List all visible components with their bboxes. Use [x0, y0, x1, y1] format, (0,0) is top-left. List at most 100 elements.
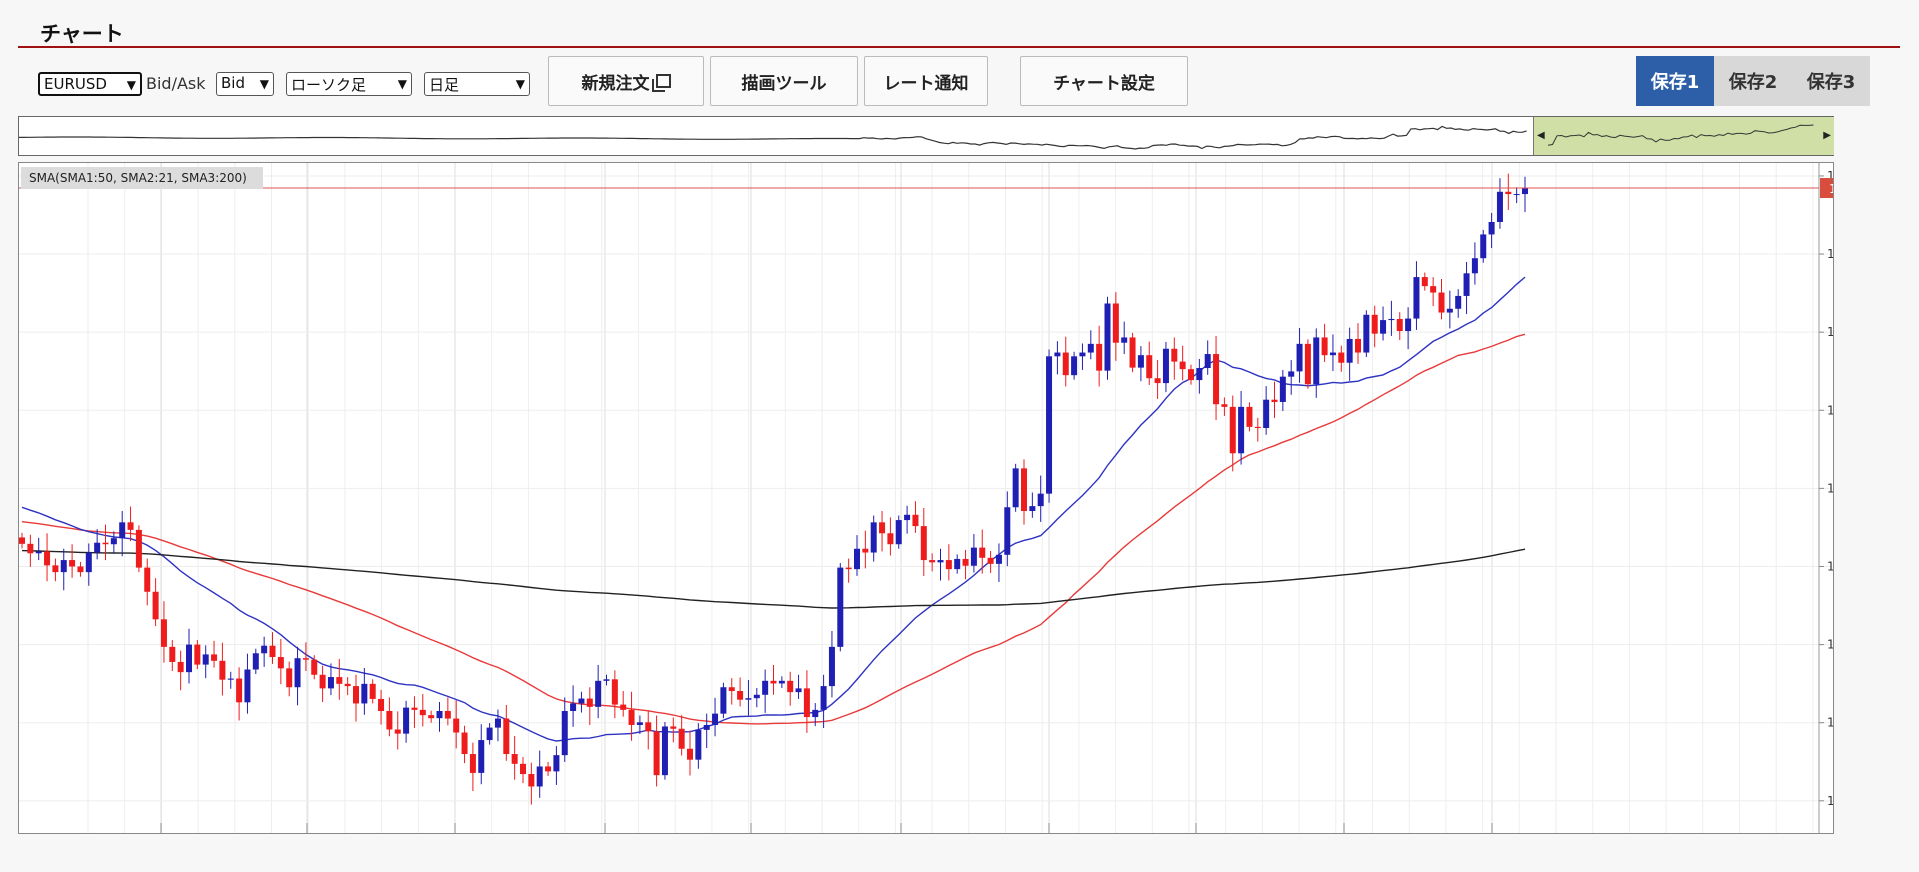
candle-body	[1146, 355, 1153, 379]
candle-body	[812, 709, 819, 718]
navigator-left-handle-icon[interactable]: ◀	[1537, 130, 1545, 141]
chart-type-select[interactable]: ローソク足 ▼	[286, 72, 412, 96]
new-order-button[interactable]: 新規注文	[548, 56, 704, 106]
symbol-select[interactable]: EURUSD ▼	[38, 72, 142, 96]
chart-settings-button[interactable]: チャート設定	[1020, 56, 1188, 106]
symbol-select-value: EURUSD	[44, 75, 107, 93]
bidask-label: Bid/Ask	[146, 74, 206, 93]
candle-body	[904, 514, 911, 521]
y-tick-label: 1.0174	[1827, 794, 1833, 808]
timeframe-select[interactable]: 日足 ▼	[424, 72, 530, 96]
candle-body	[820, 686, 827, 710]
candle-body	[595, 680, 602, 707]
candle-body	[494, 718, 501, 728]
candle-body	[854, 548, 860, 570]
candle-body	[461, 732, 468, 755]
candle-body	[261, 645, 268, 654]
candle-body	[520, 763, 526, 775]
candle-body	[1488, 221, 1495, 235]
candle-body	[1188, 369, 1194, 381]
drawing-tools-button[interactable]: 描画ツール	[710, 56, 858, 106]
bidask-select[interactable]: Bid ▼	[216, 72, 274, 96]
save-slot-1[interactable]: 保存1	[1636, 56, 1714, 106]
candles	[19, 173, 1528, 805]
candle-body	[102, 542, 109, 545]
candle-body	[286, 668, 293, 688]
candle-body	[661, 726, 668, 776]
candle-body	[1413, 277, 1420, 319]
candle-body	[1480, 234, 1487, 259]
candle-body	[169, 646, 176, 662]
candle-body	[294, 658, 301, 688]
candle-body	[1171, 348, 1178, 362]
candle-body	[244, 669, 251, 703]
chart-type-select-value: ローソク足	[291, 76, 367, 94]
candle-body	[945, 560, 952, 570]
y-tick-label: 1.1209	[1827, 403, 1833, 417]
page-title: チャート	[40, 22, 124, 46]
navigator-recent-line	[1547, 124, 1814, 146]
navigator-overview-line	[19, 125, 1527, 150]
candle-body	[428, 715, 435, 719]
candle-body	[1430, 286, 1437, 293]
y-tick-label: 1.1002	[1827, 481, 1833, 495]
candle-body	[737, 691, 744, 700]
candle-body	[979, 547, 986, 558]
candle-body	[69, 560, 76, 567]
candle-body	[369, 683, 376, 699]
candle-body	[636, 722, 643, 725]
candle-body	[1329, 352, 1336, 356]
candle-body	[770, 680, 777, 684]
candle-body	[1421, 277, 1428, 287]
candle-body	[311, 659, 318, 675]
candle-body	[1271, 399, 1278, 402]
candle-body	[194, 644, 201, 665]
candle-body	[403, 707, 410, 734]
save-slot-2[interactable]: 保存2	[1714, 56, 1792, 106]
candle-body	[570, 703, 577, 712]
candle-body	[678, 728, 685, 749]
save-slots: 保存1 保存2 保存3	[1636, 56, 1870, 106]
navigator-selection-window[interactable]: ◀ ▶	[1533, 117, 1834, 155]
candle-body	[1129, 337, 1136, 368]
candle-body	[277, 657, 284, 669]
range-navigator[interactable]: ◀ ▶	[18, 116, 1834, 156]
candle-body	[628, 709, 635, 725]
candle-body	[1304, 343, 1311, 385]
candle-body	[795, 688, 802, 693]
candle-body	[1112, 303, 1119, 343]
candle-body	[419, 709, 426, 716]
candle-body	[728, 687, 735, 692]
candle-body	[27, 543, 34, 554]
candle-body	[745, 698, 752, 700]
candle-body	[787, 680, 794, 693]
candle-body	[344, 683, 351, 687]
candle-body	[970, 547, 977, 566]
chevron-down-icon: ▼	[515, 77, 525, 91]
save-slot-3[interactable]: 保存3	[1792, 56, 1870, 106]
sma1-line	[21, 333, 1526, 725]
candle-body	[553, 755, 560, 772]
candle-body	[703, 724, 710, 730]
candle-body	[1162, 348, 1169, 384]
y-tick-label: 1.1416	[1827, 325, 1833, 339]
sma3-line	[21, 548, 1526, 609]
candle-body	[653, 731, 660, 776]
candlestick-chart-svg[interactable]: 1.0174 1.0381 1.0588 1.0795 1.1002 1.1209 1.14…	[19, 163, 1833, 833]
navigator-right-handle-icon[interactable]: ▶	[1823, 130, 1831, 141]
price-chart[interactable]: 1.0174 1.0381 1.0588 1.0795 1.1002 1.1209 1.14…	[18, 162, 1834, 834]
rate-alert-button[interactable]: レート通知	[864, 56, 988, 106]
candle-body	[753, 694, 760, 699]
candle-body	[687, 748, 693, 760]
chevron-down-icon: ▼	[126, 78, 136, 92]
candle-body	[386, 711, 393, 730]
candle-body	[954, 558, 961, 570]
candle-body	[862, 548, 869, 553]
indicator-legend: SMA(SMA1:50, SMA2:21, SMA3:200)	[21, 167, 263, 189]
candle-body	[1087, 343, 1094, 353]
candle-body	[52, 565, 59, 573]
candle-body	[503, 718, 510, 755]
candle-body	[561, 711, 568, 756]
candle-body	[987, 557, 994, 564]
